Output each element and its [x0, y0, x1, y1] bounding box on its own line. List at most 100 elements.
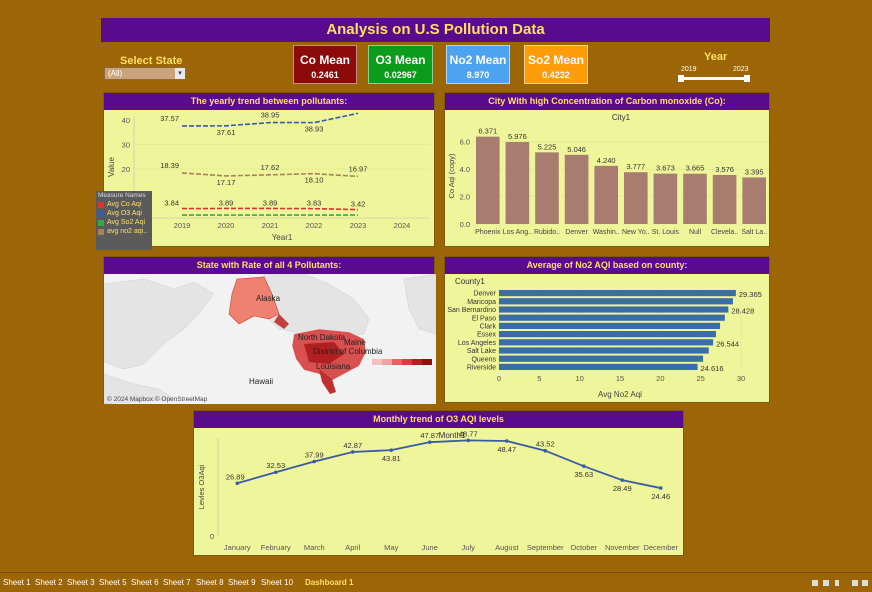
x-tick-label: Salt La.. [741, 229, 767, 236]
grid-view-icon[interactable] [812, 580, 818, 586]
bar [499, 290, 736, 297]
data-label: 17.62 [261, 163, 280, 172]
panel-title: The yearly trend between pollutants: [104, 93, 434, 110]
yearly-trend-chart: 20 30 40 2019 2020 2021 2022 2023 2024 Year1 Value… [107, 110, 430, 242]
y-tick-label: Riverside [467, 365, 496, 372]
map-label: North Dakota [298, 333, 346, 342]
y-tick-label: San Bernardino [447, 307, 496, 314]
data-label: 3.673 [656, 164, 675, 173]
tab-sheet-3[interactable]: Sheet 3 [67, 578, 95, 587]
bar [683, 173, 707, 224]
x-tick-label: Washin.. [593, 229, 620, 236]
data-label: 29.365 [739, 290, 762, 299]
data-label: 26.89 [226, 472, 245, 481]
x-axis-title: Year1 [272, 233, 293, 242]
data-label: 5.225 [538, 142, 557, 151]
panel-title: Monthly trend of O3 AQI levels [194, 411, 683, 428]
y-axis-title: Value [107, 157, 116, 177]
data-label: 43.81 [382, 454, 401, 463]
data-label: 43.52 [536, 440, 555, 449]
map-label: Hawaii [249, 377, 273, 386]
x-tick-label: Los Ang.. [503, 229, 532, 236]
y-tick-label: El Paso [472, 315, 496, 322]
x-tick-label: 15 [616, 374, 624, 383]
year-slider-max: 2023 [733, 66, 749, 73]
data-label: 4.240 [597, 156, 616, 165]
map-credit: © 2024 Mapbox © OpenStreetMap [107, 395, 208, 403]
legend-label: avg no2 aqi.. [107, 228, 148, 235]
panel-title: Average of No2 AQI based on county: [445, 257, 769, 274]
x-tick-label: March [304, 543, 325, 552]
x-tick-label: 10 [575, 374, 583, 383]
tab-sheet-8[interactable]: Sheet 8 [196, 578, 224, 587]
y-axis-title: Co Aqi (copy) [447, 153, 456, 199]
chart-subtitle: City1 [612, 113, 631, 122]
tab-sheet-10[interactable]: Sheet 10 [261, 578, 294, 587]
y-axis-title: Levles O3Aqi [197, 464, 206, 509]
x-tick-label: Clevela.. [711, 229, 738, 236]
data-point [427, 440, 432, 444]
legend-item[interactable]: avg no2 aqi.. [96, 227, 152, 236]
data-point [658, 486, 663, 490]
presentation-icon[interactable] [852, 580, 858, 586]
data-label: 17.17 [217, 178, 236, 187]
series-line-avg-co-aqi [181, 207, 359, 211]
x-tick-label: October [570, 543, 597, 552]
y-tick-label: Maricopa [467, 299, 496, 306]
tab-sheet-7[interactable]: Sheet 7 [163, 578, 191, 587]
data-point [581, 464, 586, 468]
data-label: 32.53 [266, 461, 285, 470]
year-slider-track[interactable] [681, 77, 747, 80]
data-label: 3.665 [686, 164, 705, 173]
data-label: 3.395 [745, 167, 764, 176]
legend-item[interactable]: Avg Co Aqi [96, 200, 152, 209]
kpi-value: 0.4232 [542, 70, 570, 80]
state-map[interactable]: Alaska North Dakota Maine District of Co… [104, 274, 436, 404]
tab-sheet-9[interactable]: Sheet 9 [228, 578, 256, 587]
data-point [466, 438, 471, 443]
data-label: 5.046 [567, 145, 586, 154]
y-tick-label: Queens [471, 356, 496, 363]
monthly-o3-chart: Month1 0 Levles O3Aqi 26.89 January 32.53 Febr… [197, 429, 679, 552]
data-label: 16.97 [349, 164, 368, 173]
bar [499, 298, 733, 305]
year-slider-handle-min[interactable] [678, 75, 684, 82]
legend-item[interactable]: Avg So2 Aqi [96, 218, 152, 227]
data-label: 18.39 [160, 161, 179, 170]
tab-sheet-2[interactable]: Sheet 2 [35, 578, 63, 587]
bar [653, 173, 678, 224]
prev-arrow-icon[interactable] [835, 580, 839, 586]
data-label: 3.42 [351, 200, 366, 209]
data-label: 28.428 [731, 307, 754, 316]
fullscreen-icon[interactable] [862, 580, 868, 586]
row-header: County1 [455, 277, 485, 286]
bar [624, 172, 648, 224]
data-label: 37.61 [217, 128, 236, 137]
legend-label: Avg O3 Aqi [107, 210, 142, 217]
x-axis-title: Avg No2 Aqi [598, 390, 642, 399]
legend-item[interactable]: Avg O3 Aqi [96, 209, 152, 218]
bar [535, 152, 559, 224]
data-point [504, 439, 509, 443]
chevron-down-icon[interactable]: ▾ [175, 68, 185, 79]
data-label: 37.99 [305, 451, 324, 460]
state-filter-dropdown[interactable]: (All) ▾ [104, 67, 186, 80]
year-slider-handle-max[interactable] [744, 75, 750, 82]
map-label: Louisiana [316, 362, 351, 371]
kpi-co-mean: Co Mean 0.2461 [293, 45, 357, 84]
y-tick-label: 4.0 [460, 165, 470, 174]
x-tick-label: Denver [565, 229, 588, 236]
state-map-panel: State with Rate of all 4 Pollutants: Ala… [103, 256, 436, 404]
x-tick-label: 20 [656, 374, 664, 383]
list-view-icon[interactable] [823, 580, 829, 586]
tab-sheet-5[interactable]: Sheet 5 [99, 578, 127, 587]
legend-swatch [98, 201, 104, 208]
x-tick-label: April [345, 543, 360, 552]
tab-sheet-1[interactable]: Sheet 1 [3, 578, 31, 587]
tab-dashboard-1[interactable]: Dashboard 1 [305, 578, 354, 587]
kpi-label: So2 Mean [527, 53, 584, 67]
chart-subtitle: Month1 [439, 431, 466, 440]
data-label: 37.57 [160, 114, 179, 123]
x-tick-label: New Yo.. [622, 229, 650, 236]
tab-sheet-6[interactable]: Sheet 6 [131, 578, 159, 587]
